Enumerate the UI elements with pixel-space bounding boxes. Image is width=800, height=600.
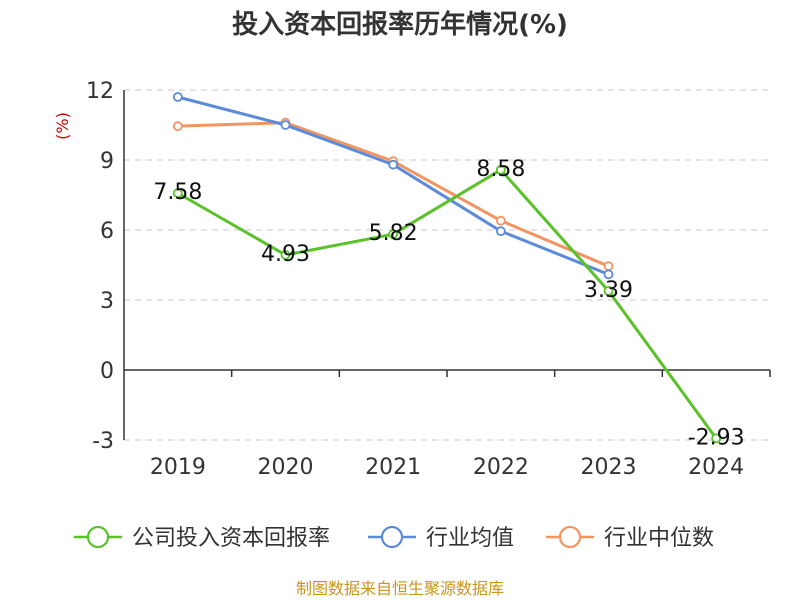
y-tick-label: 3 bbox=[100, 289, 114, 314]
legend-label: 行业中位数 bbox=[604, 526, 714, 551]
legend-label: 公司投入资本回报率 bbox=[132, 526, 330, 551]
legend-item: 行业中位数 bbox=[546, 525, 714, 551]
data-labels: 7.58 4.93 5.82 8.58 3.39 -2.93 bbox=[153, 157, 744, 451]
y-tick-label: 6 bbox=[100, 219, 114, 244]
data-label: 4.93 bbox=[261, 242, 310, 267]
legend-label: 行业均值 bbox=[426, 526, 514, 551]
data-point bbox=[711, 433, 722, 444]
legend: 公司投入资本回报率 行业均值 行业中位数 bbox=[74, 525, 714, 551]
data-point bbox=[603, 261, 614, 272]
y-tick-label: -3 bbox=[92, 429, 114, 454]
data-point bbox=[388, 229, 399, 240]
data-point bbox=[172, 92, 183, 102]
series-layer bbox=[172, 92, 722, 444]
x-tick-label: 2024 bbox=[688, 455, 744, 480]
series-1 bbox=[172, 92, 614, 280]
x-tick-label: 2023 bbox=[581, 455, 637, 480]
gridlines bbox=[124, 89, 770, 441]
data-point bbox=[172, 121, 183, 132]
data-point bbox=[495, 215, 506, 226]
series-0 bbox=[172, 164, 722, 444]
y-tick-label: 0 bbox=[100, 359, 114, 384]
data-point bbox=[172, 188, 183, 199]
data-point bbox=[495, 164, 506, 175]
legend-item: 公司投入资本回报率 bbox=[74, 525, 330, 551]
legend-marker bbox=[558, 525, 582, 549]
x-tick-label: 2022 bbox=[473, 455, 529, 480]
series-line bbox=[177, 168, 718, 440]
y-axis-unit: (%) bbox=[53, 112, 72, 140]
y-tick-label: 12 bbox=[86, 79, 114, 104]
data-label: 5.82 bbox=[369, 221, 418, 246]
series-2 bbox=[172, 117, 614, 272]
axes: 12 9 6 3 0 -3 2019 2020 2021 2022 2023 2024 bbox=[86, 79, 771, 480]
data-label: -2.93 bbox=[688, 425, 745, 450]
legend-marker bbox=[380, 525, 404, 549]
legend-item: 行业均值 bbox=[368, 525, 514, 551]
y-tick-label: 9 bbox=[100, 149, 114, 174]
data-label: 7.58 bbox=[153, 180, 202, 205]
x-tick-label: 2020 bbox=[258, 455, 314, 480]
data-point bbox=[603, 269, 614, 280]
data-label: 8.58 bbox=[476, 157, 525, 182]
source-note: 制图数据来自恒生聚源数据库 bbox=[296, 579, 504, 598]
data-point bbox=[603, 285, 614, 296]
legend-marker bbox=[86, 525, 110, 549]
data-point bbox=[280, 120, 291, 130]
x-tick-label: 2019 bbox=[150, 455, 206, 480]
x-tick-label: 2021 bbox=[365, 455, 421, 480]
data-point bbox=[388, 159, 399, 170]
data-point bbox=[280, 250, 291, 260]
data-label: 3.39 bbox=[584, 278, 633, 303]
data-point bbox=[495, 226, 506, 237]
chart-title: 投入资本回报率历年情况(%) bbox=[232, 9, 568, 40]
